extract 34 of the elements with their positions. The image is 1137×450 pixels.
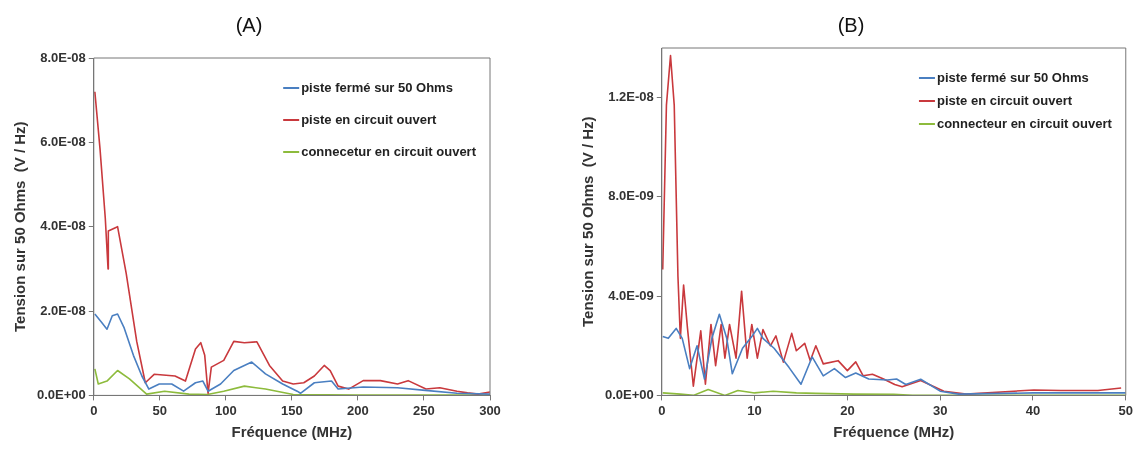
y-axis-title: Tension sur 50 Ohms (V / Hz) (11, 121, 29, 332)
y-tick-label: 8.0E-08 (40, 49, 86, 65)
legend-label: piste en circuit ouvert (301, 111, 437, 127)
x-tick-label: 50 (1118, 402, 1133, 418)
y-tick-label: 8.0E-09 (608, 188, 654, 204)
y-tick-label: 4.0E-08 (40, 218, 86, 234)
y-tick-label: 6.0E-08 (40, 133, 86, 149)
x-tick-label: 250 (413, 402, 435, 418)
x-tick-label: 200 (347, 402, 369, 418)
y-tick-label: 0.0E+00 (605, 386, 654, 402)
legend-label: connecteur en circuit ouvert (936, 115, 1113, 131)
legend-label: piste fermé sur 50 Ohms (936, 69, 1089, 85)
y-tick-label: 1.2E-08 (608, 89, 654, 105)
legend-label: piste en circuit ouvert (936, 92, 1073, 108)
x-tick-label: 0 (90, 402, 98, 418)
x-tick-label: 150 (281, 402, 303, 418)
x-axis-title: Fréquence (MHz) (231, 423, 353, 441)
chart-title: (B) (837, 13, 865, 36)
x-tick-label: 50 (152, 402, 168, 418)
x-tick-label: 40 (1025, 402, 1041, 418)
x-tick-label: 0 (658, 402, 666, 418)
x-axis-title: Fréquence (MHz) (833, 423, 955, 441)
legend-label: connecetur en circuit ouvert (301, 143, 477, 159)
x-tick-label: 30 (932, 402, 948, 418)
y-tick-label: 2.0E-08 (40, 302, 86, 318)
x-tick-label: 300 (479, 402, 501, 418)
legend-label: piste fermé sur 50 Ohms (301, 79, 453, 95)
y-axis-title: Tension sur 50 Ohms (V / Hz) (579, 116, 597, 327)
y-tick-label: 4.0E-09 (608, 287, 654, 303)
x-tick-label: 20 (840, 402, 855, 418)
x-tick-label: 10 (747, 402, 762, 418)
chart-title: (A) (235, 13, 263, 36)
x-tick-label: 100 (215, 402, 237, 418)
y-tick-label: 0.0E+00 (37, 386, 86, 402)
